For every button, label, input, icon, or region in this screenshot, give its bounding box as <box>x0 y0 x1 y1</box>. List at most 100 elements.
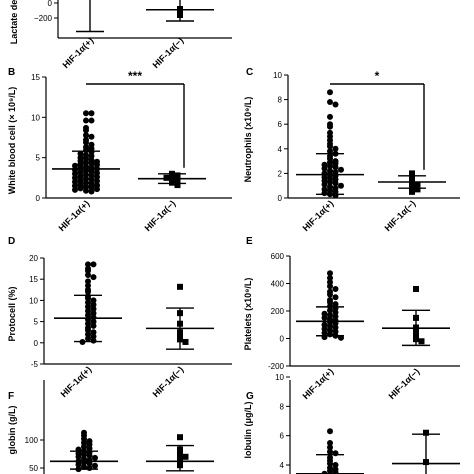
data-point <box>83 110 89 117</box>
data-point <box>327 99 333 106</box>
y-axis-title: Lactate de <box>9 0 19 44</box>
panel-a: −200 0 Lactate de HIF-1α(+) HIF-1α(−) <box>9 0 232 70</box>
panel-letter: B <box>8 67 15 78</box>
y-tick-label: 10 <box>275 373 284 382</box>
y-tick-label: 15 <box>31 73 40 82</box>
x-category-label: HIF-1α(+) <box>59 364 94 399</box>
data-point <box>327 440 333 446</box>
data-point <box>75 461 82 468</box>
y-tick-label: −200 <box>34 14 53 23</box>
data-point <box>332 462 339 468</box>
y-tick-label: 50 <box>29 464 38 473</box>
data-point <box>321 321 328 328</box>
data-point <box>332 145 339 152</box>
y-tick-label: -200 <box>268 362 285 371</box>
data-point <box>332 324 339 331</box>
x-category-label: HIF-1α(+) <box>57 198 92 233</box>
data-point <box>85 267 91 274</box>
x-category-label: HIF-1α(+) <box>301 366 336 401</box>
data-point <box>409 188 415 195</box>
data-point <box>83 132 89 139</box>
data-point <box>332 294 339 301</box>
y-tick-label: 0 <box>48 0 53 8</box>
y-tick-label: 0 <box>278 194 283 203</box>
data-point <box>177 434 183 441</box>
data-point <box>321 181 328 188</box>
data-point <box>327 113 333 120</box>
data-point <box>327 123 333 130</box>
data-point <box>321 330 328 336</box>
data-point <box>332 301 339 308</box>
data-point <box>90 318 97 325</box>
data-point <box>321 314 328 321</box>
panel-c: 0 2 4 6 8 10 Neutrophils (x10⁹/L) C HIF-1α(+) HIF… <box>243 67 460 233</box>
y-axis-title: White blood cell (× 10⁹/L) <box>7 87 17 195</box>
y-tick-label: 6 <box>278 120 283 129</box>
data-point <box>90 322 97 329</box>
y-tick-label: 10 <box>273 71 282 80</box>
data-point <box>409 171 415 178</box>
y-tick-label: 20 <box>29 254 38 263</box>
data-point <box>332 101 339 108</box>
panel-g: 4 6 8 10 lobulin (μg/L)G <box>243 373 460 474</box>
data-point <box>83 187 89 194</box>
data-point <box>327 299 333 306</box>
panel-letter: D <box>8 236 15 247</box>
data-point <box>332 164 339 171</box>
data-point <box>88 133 95 140</box>
y-axis-title: Protocell (%) <box>7 286 17 341</box>
x-category-label: HIF-1α(−) <box>151 364 186 399</box>
x-category-label: HIF-1α(−) <box>151 35 186 70</box>
data-point <box>332 313 339 320</box>
data-point <box>338 182 344 189</box>
y-tick-label: 10 <box>31 113 40 122</box>
x-category-label: HIF-1α(−) <box>143 198 178 233</box>
data-point <box>88 117 95 124</box>
panel-f: 50 100 globin (g/L) F <box>7 380 214 474</box>
data-point <box>174 172 181 179</box>
x-category-label: HIF-1α(+) <box>61 35 96 70</box>
data-point <box>177 283 183 290</box>
data-point <box>321 310 328 317</box>
panel-d: -5 0 5 10 15 20 Protocell (%) D HIF-1α(+) HIF-1α(… <box>7 236 232 399</box>
y-tick-label: 0 <box>34 339 39 348</box>
data-point <box>90 337 97 344</box>
data-point <box>85 288 91 295</box>
y-tick-label: 100 <box>25 436 39 445</box>
significance-marker: *** <box>128 69 142 83</box>
data-point <box>321 165 328 172</box>
data-point <box>327 148 333 155</box>
data-point <box>338 166 344 173</box>
y-tick-label: 5 <box>34 318 39 327</box>
data-point <box>332 469 339 474</box>
data-point <box>92 462 98 469</box>
y-tick-label: 8 <box>280 402 285 411</box>
data-point <box>90 297 97 304</box>
panel-b: 0 5 10 15 White blood cell (× 10⁹/L) B HIF-1α(… <box>7 67 232 233</box>
data-point <box>94 186 100 193</box>
data-point <box>90 329 97 336</box>
x-category-label: HIF-1α(−) <box>387 366 422 401</box>
data-point <box>418 338 425 345</box>
y-tick-label: 15 <box>29 275 38 284</box>
y-tick-label: 4 <box>280 461 285 470</box>
data-point <box>327 275 333 281</box>
data-point <box>163 174 170 181</box>
y-tick-label: 10 <box>29 296 38 305</box>
data-point <box>83 127 89 134</box>
significance-marker: * <box>375 69 380 83</box>
data-point <box>90 305 97 312</box>
data-point <box>174 182 181 189</box>
data-point <box>75 453 82 460</box>
data-point <box>85 261 91 268</box>
y-tick-label: 6 <box>280 432 285 441</box>
data-point <box>414 186 421 193</box>
y-axis-title: Platelets (x10⁹/L) <box>243 278 253 351</box>
panel-letter: G <box>246 391 254 402</box>
data-point <box>88 110 95 117</box>
data-point <box>90 333 97 340</box>
data-point <box>414 181 421 188</box>
data-point <box>86 465 93 471</box>
x-category-label: HIF-1α(−) <box>383 198 418 233</box>
